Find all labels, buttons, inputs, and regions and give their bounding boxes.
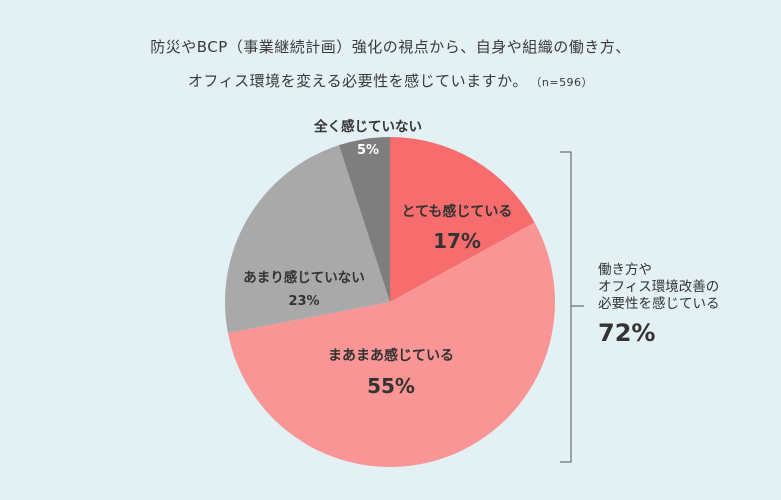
sample-size-label: （n=596） — [535, 76, 594, 89]
summary-line-1: 働き方や — [598, 262, 652, 278]
slice-mattaku — [339, 137, 390, 302]
slice-amari — [224, 145, 390, 333]
bracket-line — [560, 151, 584, 463]
chart-title-line2: オフィス環境を変える必要性を感じていますか。 （n=596） — [0, 70, 781, 91]
slice-totemo — [390, 137, 535, 302]
summary-annotation: 働き方や オフィス環境改善の 必要性を感じている 72% — [598, 262, 720, 347]
chart-title-line2-text: オフィス環境を変える必要性を感じていますか。 — [187, 72, 528, 90]
pie-slices — [224, 137, 556, 468]
label-totemo: とても感じている — [402, 203, 513, 220]
chart-title-line1: 防災やBCP（事業継続計画）強化の視点から、自身や組織の働き方、 — [150, 38, 631, 56]
value-maamaa: 55% — [367, 374, 415, 398]
label-mattaku: 全く感じていない — [313, 118, 422, 135]
value-totemo: 17% — [433, 229, 481, 253]
summary-bracket — [560, 151, 584, 463]
summary-line-2: オフィス環境改善の — [598, 279, 720, 295]
slice-maamaa — [227, 222, 556, 468]
summary-line-3: 必要性を感じている — [598, 296, 720, 312]
label-maamaa: まあまあ感じている — [328, 347, 454, 364]
label-amari: あまり感じていない — [243, 269, 365, 286]
value-amari: 23% — [288, 294, 319, 309]
value-mattaku: 5% — [357, 143, 379, 158]
summary-value: 72% — [598, 319, 656, 347]
pie-labels: とても感じている 17% まあまあ感じている 55% あまり感じていない 23% 全く感じて… — [243, 118, 512, 398]
